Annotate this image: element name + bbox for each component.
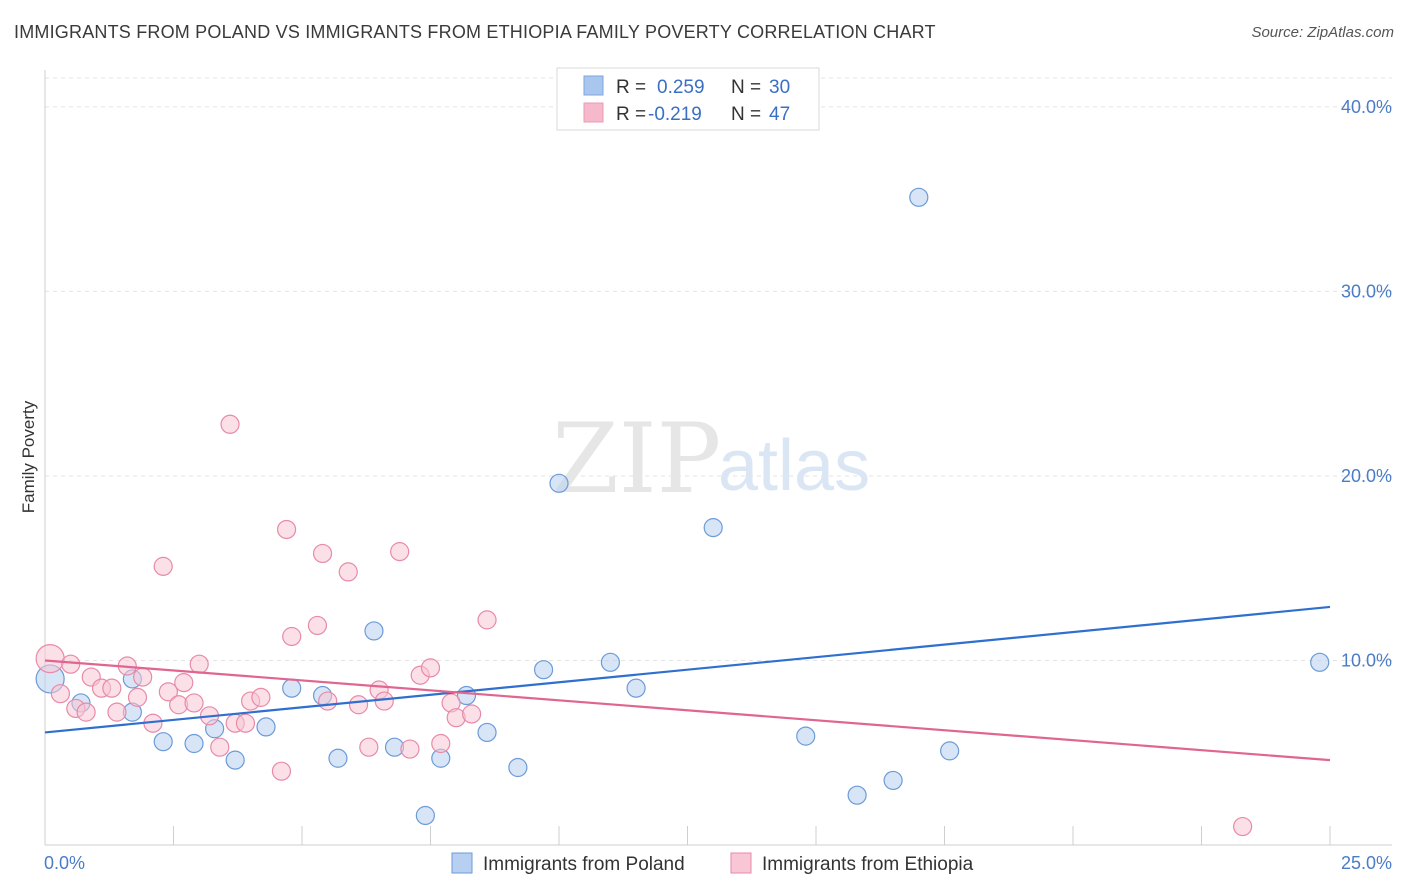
data-point <box>127 687 148 707</box>
data-point <box>1233 816 1253 837</box>
data-point <box>153 556 173 576</box>
data-point <box>282 678 302 698</box>
trend-layer <box>44 605 1331 762</box>
data-point <box>477 722 497 743</box>
chart-title: IMMIGRANTS FROM POLAND VS IMMIGRANTS FRO… <box>14 22 936 42</box>
data-point <box>626 678 646 698</box>
data-point <box>271 761 292 781</box>
data-point <box>462 704 482 724</box>
data-point <box>328 748 348 768</box>
data-point <box>390 542 410 562</box>
stats-r-value-poland: 0.259 <box>657 77 705 98</box>
data-point <box>282 626 302 647</box>
data-point <box>431 733 451 754</box>
data-point <box>508 757 528 778</box>
data-point <box>133 667 153 687</box>
stats-n-label-poland: N = <box>731 77 761 98</box>
data-point <box>225 750 245 770</box>
trend-line-poland <box>44 605 1331 734</box>
series-ethiopia <box>35 414 1253 837</box>
y-axis-label: Family Poverty <box>19 400 38 513</box>
x-tick-label-min: 0.0% <box>44 853 85 873</box>
stats-swatch-poland <box>583 75 604 96</box>
data-point <box>307 615 328 636</box>
legend: Immigrants from Poland Immigrants from E… <box>451 852 974 875</box>
data-point <box>364 621 384 641</box>
data-point <box>102 678 122 698</box>
trend-line-ethiopia <box>44 659 1331 762</box>
legend-label-ethiopia: Immigrants from Ethiopia <box>762 854 974 875</box>
data-point <box>312 543 333 564</box>
data-point <box>61 654 81 674</box>
data-point <box>107 702 127 722</box>
data-point <box>50 684 71 704</box>
data-point <box>883 770 903 791</box>
data-point <box>415 805 435 826</box>
legend-item-ethiopia: Immigrants from Ethiopia <box>730 852 974 875</box>
data-point <box>374 691 394 711</box>
watermark-atlas: atlas <box>718 426 870 506</box>
x-tick-label-max: 25.0% <box>1341 853 1392 873</box>
data-point <box>703 518 723 538</box>
chart-source: Source: ZipAtlas.com <box>1251 24 1394 41</box>
data-point <box>210 737 230 757</box>
y-tick-labels: 10.0% 20.0% 30.0% 40.0% <box>1341 97 1392 671</box>
data-point <box>359 737 379 757</box>
watermark: ZIP atlas <box>552 403 870 515</box>
data-point <box>251 687 271 707</box>
y-tick-label: 10.0% <box>1341 650 1392 670</box>
data-point <box>338 562 358 582</box>
stats-box: R = 0.259 N = 30 R = -0.219 N = 47 <box>556 67 820 131</box>
data-point <box>158 682 178 702</box>
data-point <box>174 673 194 693</box>
data-point <box>256 717 276 737</box>
data-point <box>189 654 209 674</box>
series-layer <box>35 187 1330 837</box>
data-point <box>847 785 867 805</box>
data-point <box>220 414 240 434</box>
y-tick-label: 20.0% <box>1341 466 1392 486</box>
watermark-zip: ZIP <box>552 403 721 515</box>
data-point <box>533 660 554 680</box>
stats-n-value-poland: 30 <box>769 77 790 98</box>
stats-r-label-ethiopia: R = <box>616 104 646 125</box>
data-point <box>420 658 441 678</box>
data-point <box>235 713 256 733</box>
data-point <box>318 691 338 711</box>
data-point <box>35 644 65 674</box>
stats-r-value-ethiopia: -0.219 <box>648 104 702 125</box>
grid-lines <box>45 77 1392 661</box>
legend-swatch-ethiopia <box>730 852 752 874</box>
data-point <box>400 739 420 759</box>
legend-swatch-poland <box>451 852 473 874</box>
data-point <box>796 726 816 746</box>
data-point <box>477 610 497 630</box>
data-point <box>153 732 173 752</box>
data-point <box>1310 652 1330 672</box>
data-point <box>184 733 204 754</box>
stats-swatch-ethiopia <box>583 102 604 123</box>
data-point <box>348 695 369 715</box>
y-tick-label: 40.0% <box>1341 97 1392 117</box>
data-point <box>276 519 297 540</box>
legend-label-poland: Immigrants from Poland <box>483 854 685 875</box>
data-point <box>940 741 960 761</box>
stats-r-label-poland: R = <box>616 77 646 98</box>
data-point <box>909 187 929 207</box>
data-point <box>184 693 204 713</box>
stats-n-label-ethiopia: N = <box>731 104 761 125</box>
data-point <box>549 473 569 493</box>
data-point <box>600 652 621 672</box>
stats-n-value-ethiopia: 47 <box>769 104 790 125</box>
data-point <box>76 702 96 722</box>
axes <box>44 70 1392 846</box>
y-tick-label: 30.0% <box>1341 281 1392 301</box>
legend-item-poland: Immigrants from Poland <box>451 852 685 875</box>
